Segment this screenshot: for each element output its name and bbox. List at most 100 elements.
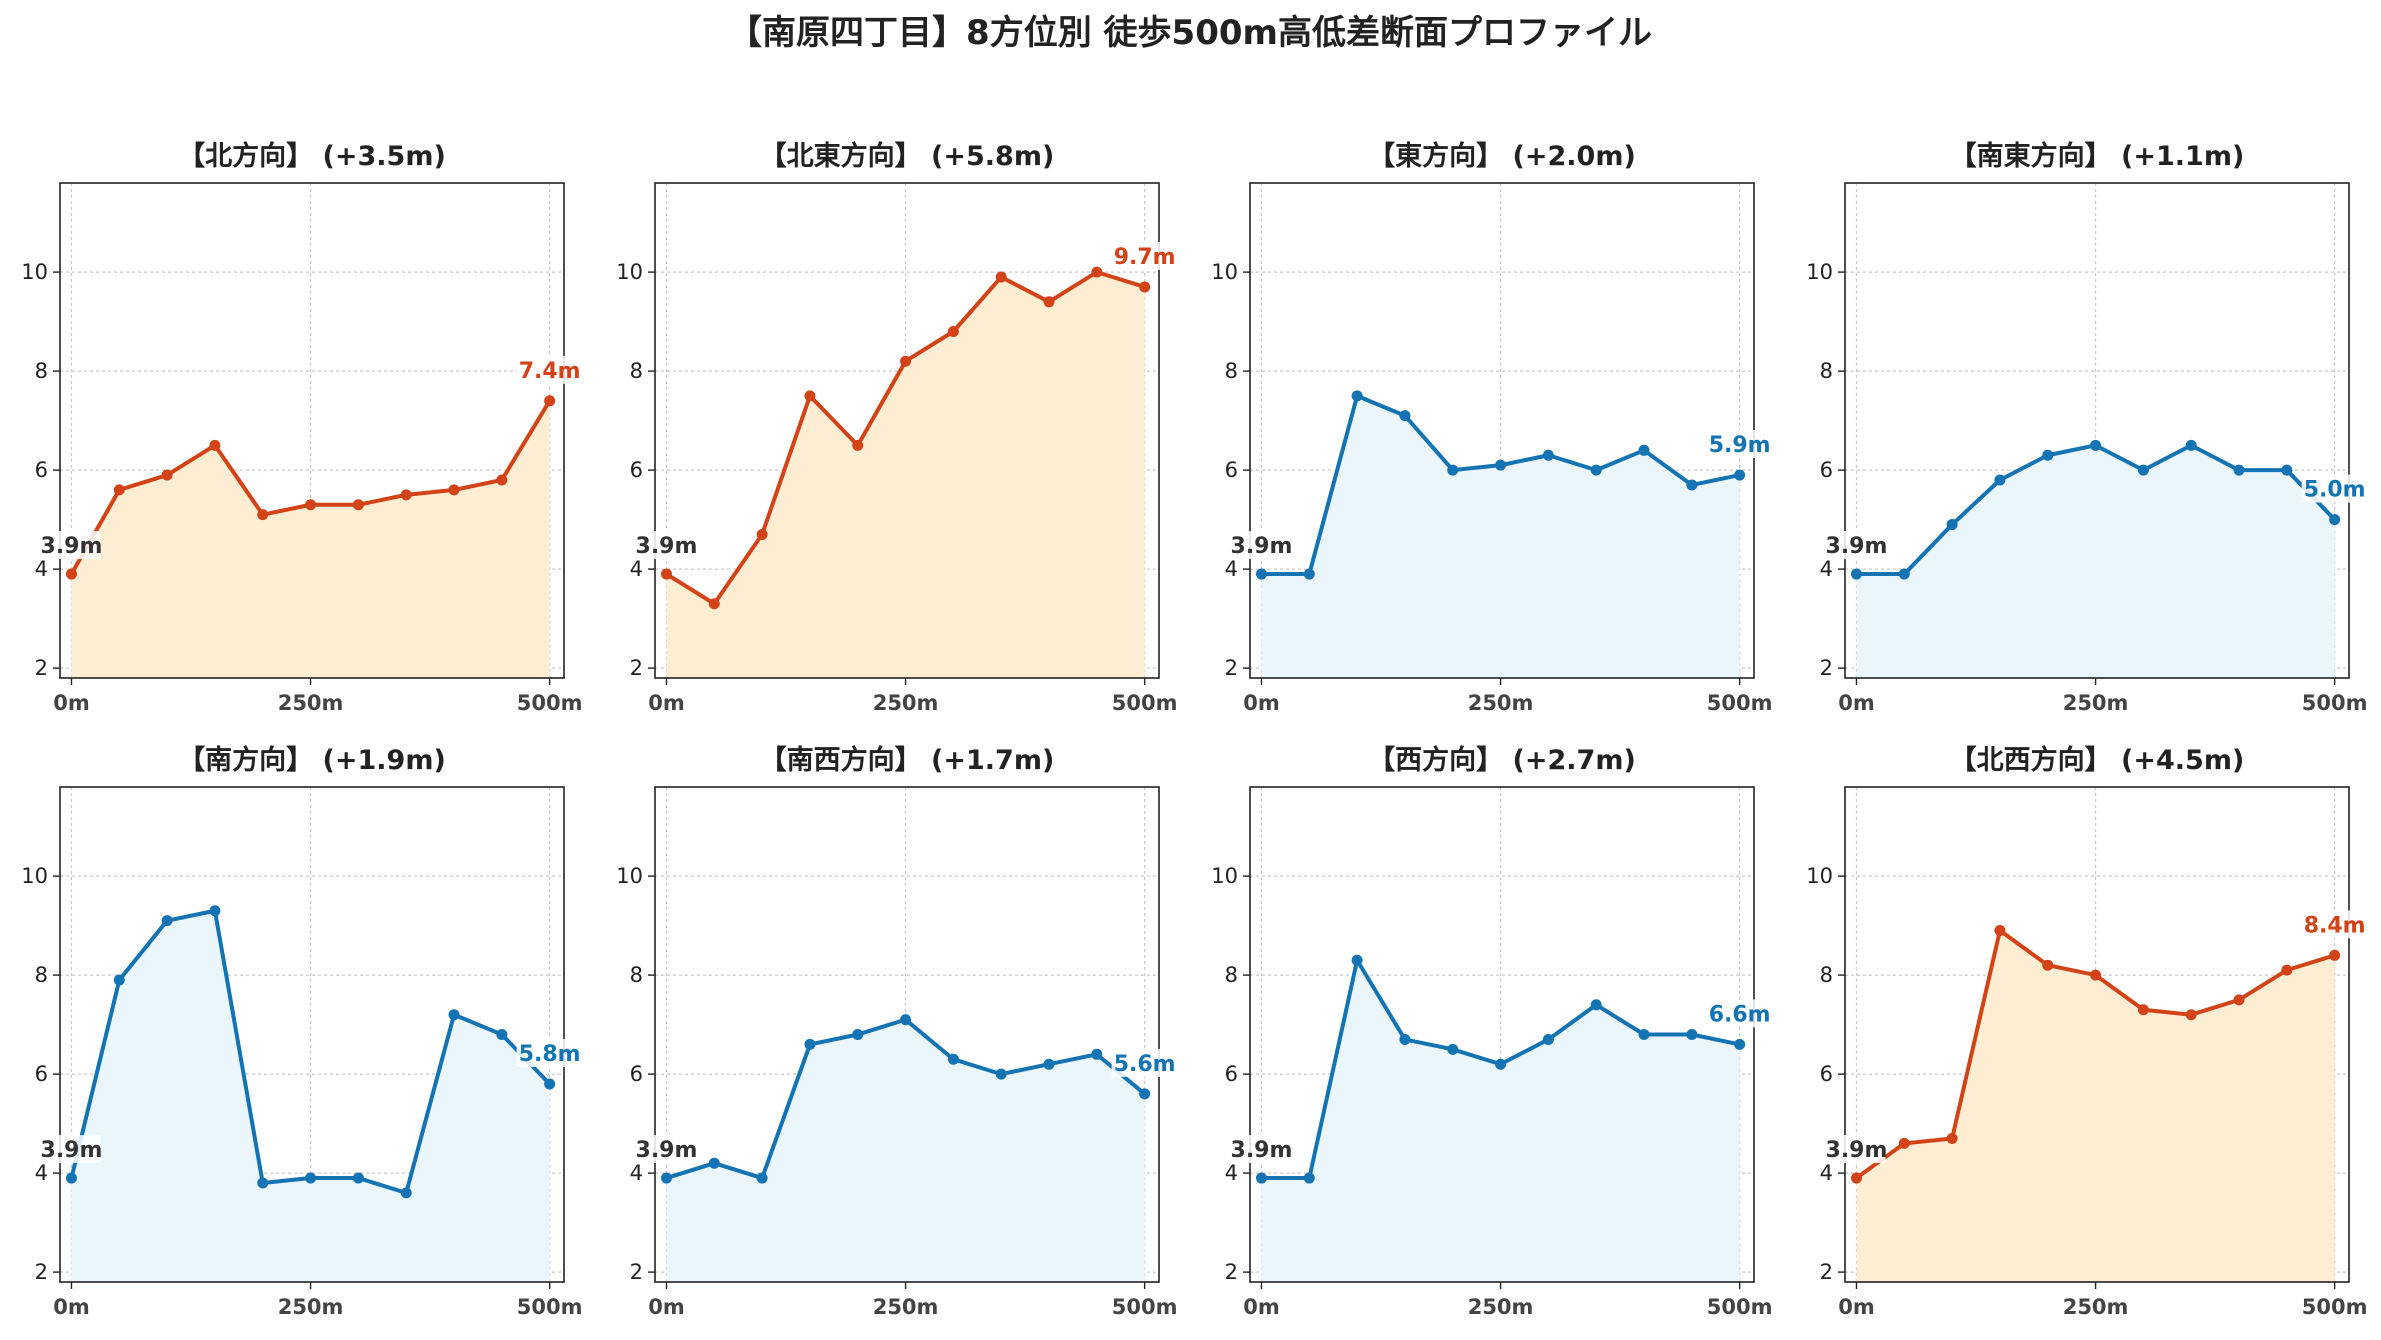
data-point bbox=[1447, 1043, 1459, 1055]
data-point bbox=[1043, 1058, 1055, 1070]
data-point bbox=[1994, 925, 2006, 937]
y-tick-label: 2 bbox=[1225, 1260, 1238, 1284]
data-point bbox=[1495, 459, 1507, 471]
panel-title: 【南方向】 (+1.9m) bbox=[178, 744, 446, 776]
data-point bbox=[1734, 469, 1746, 481]
axes-frame bbox=[1249, 786, 1755, 1283]
y-tick-label: 6 bbox=[1820, 1062, 1833, 1086]
data-point bbox=[1638, 444, 1650, 456]
x-tick-label: 250m bbox=[2063, 1295, 2129, 1319]
data-point bbox=[2090, 439, 2102, 451]
x-tick-label: 0m bbox=[1243, 1295, 1280, 1319]
data-point bbox=[2137, 464, 2149, 476]
x-tick-label: 500m bbox=[517, 691, 583, 715]
panel-6: 【南西方向】 (+1.7m) 2 4 6 8 10 0m 250m 500m 3.9m 5.6m bbox=[616, 744, 1178, 1319]
y-tick-label: 4 bbox=[1820, 557, 1833, 581]
panel-title: 【北東方向】 (+5.8m) bbox=[760, 140, 1055, 172]
panel-5: 【南方向】 (+1.9m) 2 4 6 8 10 0m 250m 500m 3.9m 5.8m bbox=[21, 744, 583, 1319]
y-tick-label: 2 bbox=[35, 1260, 48, 1284]
y-tick-label: 8 bbox=[1225, 963, 1238, 987]
y-tick-label: 4 bbox=[1225, 557, 1238, 581]
data-point bbox=[660, 568, 672, 580]
panel-title: 【東方向】 (+2.0m) bbox=[1368, 140, 1636, 172]
start-label-bg bbox=[637, 531, 696, 560]
data-point bbox=[1898, 1137, 1910, 1149]
axes-frame bbox=[59, 182, 565, 679]
data-point bbox=[1043, 296, 1055, 308]
series-fill bbox=[1261, 395, 1740, 678]
data-point bbox=[257, 509, 269, 521]
start-label: 3.9m bbox=[1231, 1138, 1293, 1163]
data-point bbox=[947, 1053, 959, 1065]
series-fill bbox=[666, 272, 1145, 678]
figure-suptitle: 【南原四丁目】8方位別 徒歩500m高低差断面プロファイル bbox=[728, 13, 1652, 53]
y-tick-label: 10 bbox=[1806, 864, 1833, 888]
data-point bbox=[852, 1029, 864, 1040]
y-tick-label: 2 bbox=[1820, 656, 1833, 680]
data-point bbox=[305, 1172, 317, 1184]
x-tick-label: 500m bbox=[1112, 1295, 1178, 1319]
end-label-bg bbox=[2301, 910, 2368, 939]
series-fill bbox=[1856, 930, 2335, 1282]
end-label-bg bbox=[516, 1039, 583, 1067]
y-tick-label: 8 bbox=[1820, 963, 1833, 987]
data-point bbox=[2137, 1004, 2149, 1016]
data-point bbox=[1686, 479, 1698, 491]
x-tick-label: 500m bbox=[1112, 691, 1178, 715]
series-fill bbox=[666, 1019, 1145, 1282]
data-point bbox=[1590, 999, 1602, 1011]
x-tick-label: 250m bbox=[1468, 691, 1534, 715]
data-point bbox=[756, 528, 768, 540]
data-point bbox=[1495, 1058, 1507, 1070]
end-label-bg bbox=[1111, 241, 1178, 270]
data-point bbox=[2042, 959, 2054, 971]
start-label-bg bbox=[1827, 1135, 1886, 1164]
y-tick-label: 6 bbox=[630, 458, 643, 482]
data-point bbox=[1255, 568, 1267, 580]
panel-title: 【北方向】 (+3.5m) bbox=[178, 140, 446, 172]
data-point bbox=[496, 1029, 508, 1040]
y-tick-label: 8 bbox=[1225, 359, 1238, 383]
y-tick-label: 8 bbox=[630, 963, 643, 987]
data-point bbox=[1542, 1033, 1554, 1045]
x-tick-label: 0m bbox=[1243, 691, 1280, 715]
data-point bbox=[1686, 1029, 1698, 1040]
y-tick-label: 8 bbox=[1820, 359, 1833, 383]
x-tick-label: 0m bbox=[648, 691, 685, 715]
y-tick-label: 4 bbox=[35, 1161, 48, 1185]
data-point bbox=[852, 439, 864, 451]
data-point bbox=[161, 469, 173, 481]
y-tick-label: 10 bbox=[616, 864, 643, 888]
end-label-bg bbox=[516, 355, 583, 384]
data-point bbox=[995, 1068, 1007, 1080]
data-point bbox=[1255, 1172, 1267, 1184]
x-tick-label: 250m bbox=[278, 1295, 344, 1319]
axes-frame bbox=[654, 182, 1160, 679]
data-point bbox=[900, 1014, 912, 1026]
data-point bbox=[1351, 954, 1363, 966]
data-point bbox=[400, 1187, 412, 1199]
y-tick-label: 2 bbox=[630, 656, 643, 680]
data-point bbox=[1303, 1172, 1315, 1184]
panel-title: 【北西方向】 (+4.5m) bbox=[1950, 744, 2245, 776]
y-tick-label: 10 bbox=[21, 864, 48, 888]
data-point bbox=[2233, 994, 2245, 1006]
data-point bbox=[2281, 964, 2293, 976]
data-point bbox=[708, 598, 720, 610]
y-tick-label: 10 bbox=[21, 260, 48, 284]
end-label-bg bbox=[1706, 430, 1773, 459]
data-point bbox=[2233, 464, 2245, 476]
start-label: 3.9m bbox=[41, 534, 103, 559]
axes-frame bbox=[1844, 182, 2350, 679]
data-point bbox=[1351, 390, 1363, 402]
x-tick-label: 250m bbox=[873, 1295, 939, 1319]
x-tick-label: 0m bbox=[1838, 691, 1875, 715]
start-label: 3.9m bbox=[1826, 1138, 1888, 1163]
data-point bbox=[708, 1157, 720, 1169]
y-tick-label: 10 bbox=[616, 260, 643, 284]
start-label: 3.9m bbox=[636, 1138, 698, 1163]
series-fill bbox=[1261, 960, 1740, 1282]
data-point bbox=[113, 484, 125, 496]
